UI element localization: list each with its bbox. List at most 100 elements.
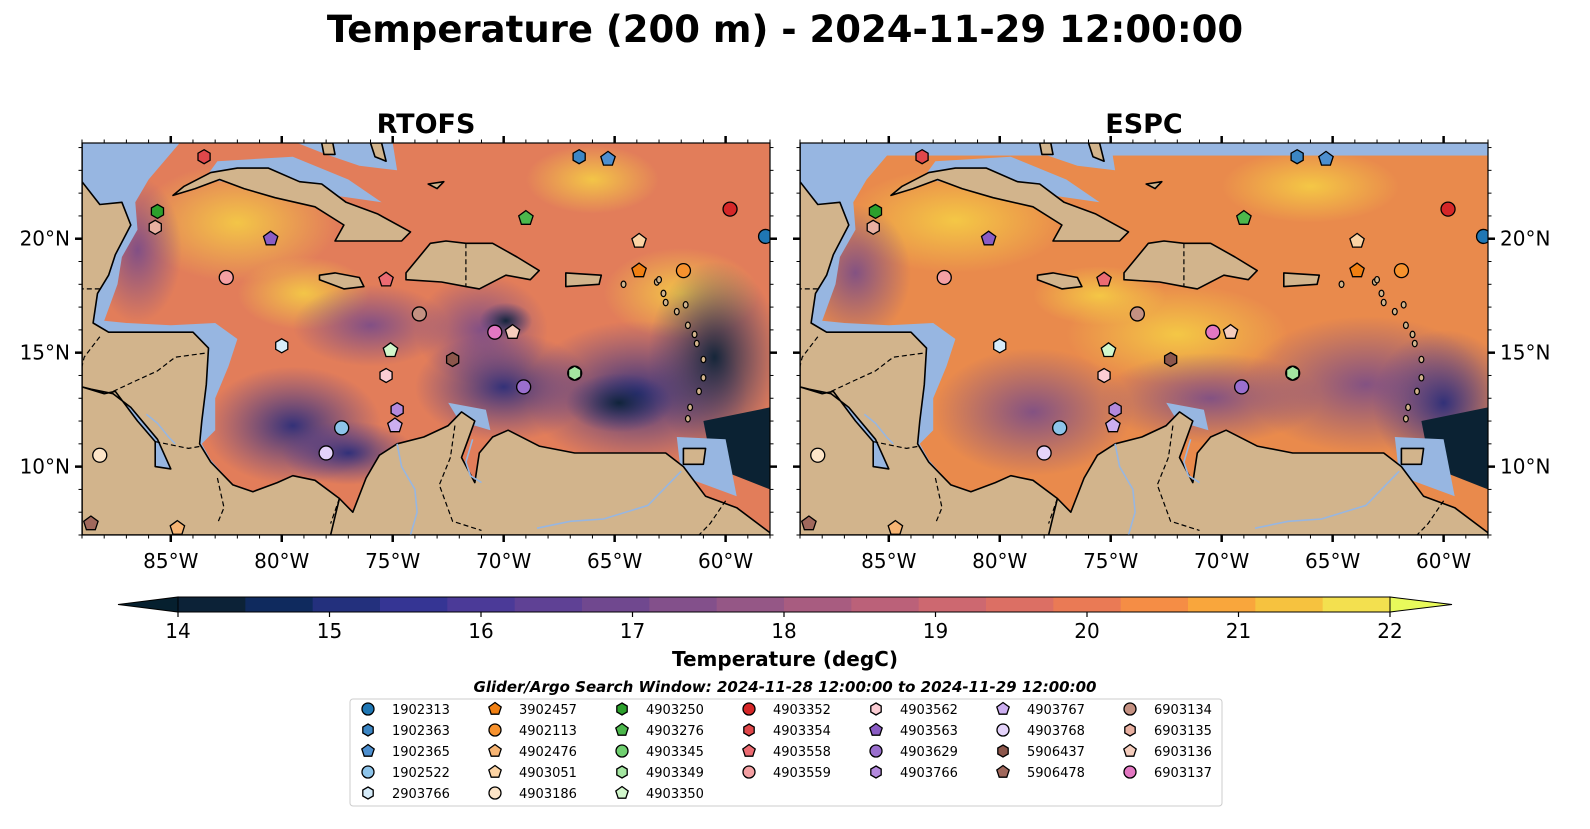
legend-item-4903250: 4903250 [616,702,704,718]
legend-item-4903051: 4903051 [488,764,577,781]
land-mass [1038,143,1054,156]
island [700,355,707,364]
float-marker-4903767 [386,417,403,433]
river [536,470,682,529]
float-marker-4902113 [675,262,692,279]
legend-label: 4903345 [646,745,704,760]
river [145,413,176,445]
island [673,307,680,316]
legend-marker [869,744,883,758]
legend-label: 4902476 [519,745,577,760]
legend-item-4902476: 4902476 [488,743,577,760]
float-marker-4903250 [150,203,165,220]
land-mass [318,272,365,290]
float-marker-4903051 [631,232,647,248]
island [684,321,691,330]
land-mass [890,167,1130,242]
legend-marker [615,744,629,758]
float-marker-1902522 [334,420,350,436]
river [863,413,894,445]
float-marker-1902313 [1475,228,1488,245]
field-anomaly [525,145,660,214]
float-legend: 1902313 1902363 1902365 1902522 2903766 39024… [349,698,1223,807]
float-marker-4903276 [1235,209,1252,225]
x-tick-label: 85°W [861,549,916,573]
legend-label: 4903768 [1027,724,1085,739]
x-tick-label: 85°W [143,549,198,573]
legend-label: 4903558 [773,745,831,760]
island [1338,280,1345,289]
legend-item-4903559: 4903559 [742,765,831,781]
legend-item-6903135: 6903135 [1124,723,1212,739]
float-marker-4903352 [722,201,738,217]
figure-title: Temperature (200 m) - 2024-11-29 12:00:0… [327,8,1243,51]
float-marker-4903562 [379,367,393,384]
land-mass [405,240,540,290]
legend-label: 5906478 [1027,766,1085,781]
float-marker-4902476 [169,519,186,535]
float-marker-4903767 [1104,417,1121,433]
country-border [800,336,819,367]
land-mass [1123,240,1258,290]
legend-item-3902457: 3902457 [488,701,577,718]
x-tick-label: 80°W [254,549,309,573]
float-marker-4903562 [1097,367,1111,384]
island [662,298,669,307]
legend-item-4903563: 4903563 [869,722,958,739]
legend-marker [870,702,882,716]
land-mass [1087,143,1105,162]
colorbar-tick-label: 22 [1377,619,1402,643]
legend-marker [362,723,374,737]
colorbar-over-arrow [1389,596,1453,613]
river [396,443,418,535]
legend-marker [742,765,756,779]
float-marker-4902476 [887,519,904,535]
float-marker-4903352 [1440,201,1456,217]
legend-item-4903354: 4903354 [743,723,831,739]
island [695,387,702,396]
colorbar-tick-label: 14 [165,619,190,643]
colorbar-segment [716,597,785,612]
float-marker-4903350 [1100,341,1117,358]
island [660,289,667,298]
island [700,373,707,382]
float-marker-4903354 [915,148,929,165]
land-mass [1047,411,1488,535]
legend-item-1902522: 1902522 [361,765,450,781]
legend-marker [1123,702,1137,716]
legend-item-1902313: 1902313 [361,702,450,718]
legend-label: 6903136 [1154,745,1212,760]
legend-item-4903276: 4903276 [615,722,704,739]
island [1378,289,1385,298]
colorbar-tick-label: 15 [317,619,342,643]
colorbar-segment [1053,597,1122,612]
float-marker-4903766 [1108,401,1122,418]
island [1409,330,1416,339]
land-mass [565,272,603,288]
float-marker-5906478 [82,515,99,531]
float-marker-4903051 [1349,232,1365,248]
map-panel-espc: 85°W 80°W 75°W 70°W 65°W 60°W 20°N 15°N 10°N [793,136,1550,573]
legend-label: 6903137 [1154,766,1212,781]
float-marker-1902522 [1052,420,1068,436]
x-tick-label: 80°W [972,549,1027,573]
float-marker-4903558 [378,271,394,287]
island [682,301,689,309]
float-marker-1902365 [1318,150,1334,166]
float-marker-4902113 [1393,262,1410,279]
legend-item-4903768: 4903768 [996,723,1085,739]
river [1114,443,1136,535]
legend-item-6903136: 6903136 [1123,743,1212,760]
colorbar-segment [918,597,987,612]
land-mass [682,447,707,466]
legend-label: 3902457 [519,703,577,718]
land-mass [1283,272,1321,288]
legend-label: 4903562 [900,703,958,718]
legend-item-4903558: 4903558 [742,743,831,760]
colorbar-segment [312,597,381,612]
legend-label: 1902313 [392,703,450,718]
country-border [1048,498,1058,524]
legend-label: 6903134 [1154,703,1212,718]
legend-label: 6903135 [1154,724,1212,739]
legend-marker [615,785,629,799]
